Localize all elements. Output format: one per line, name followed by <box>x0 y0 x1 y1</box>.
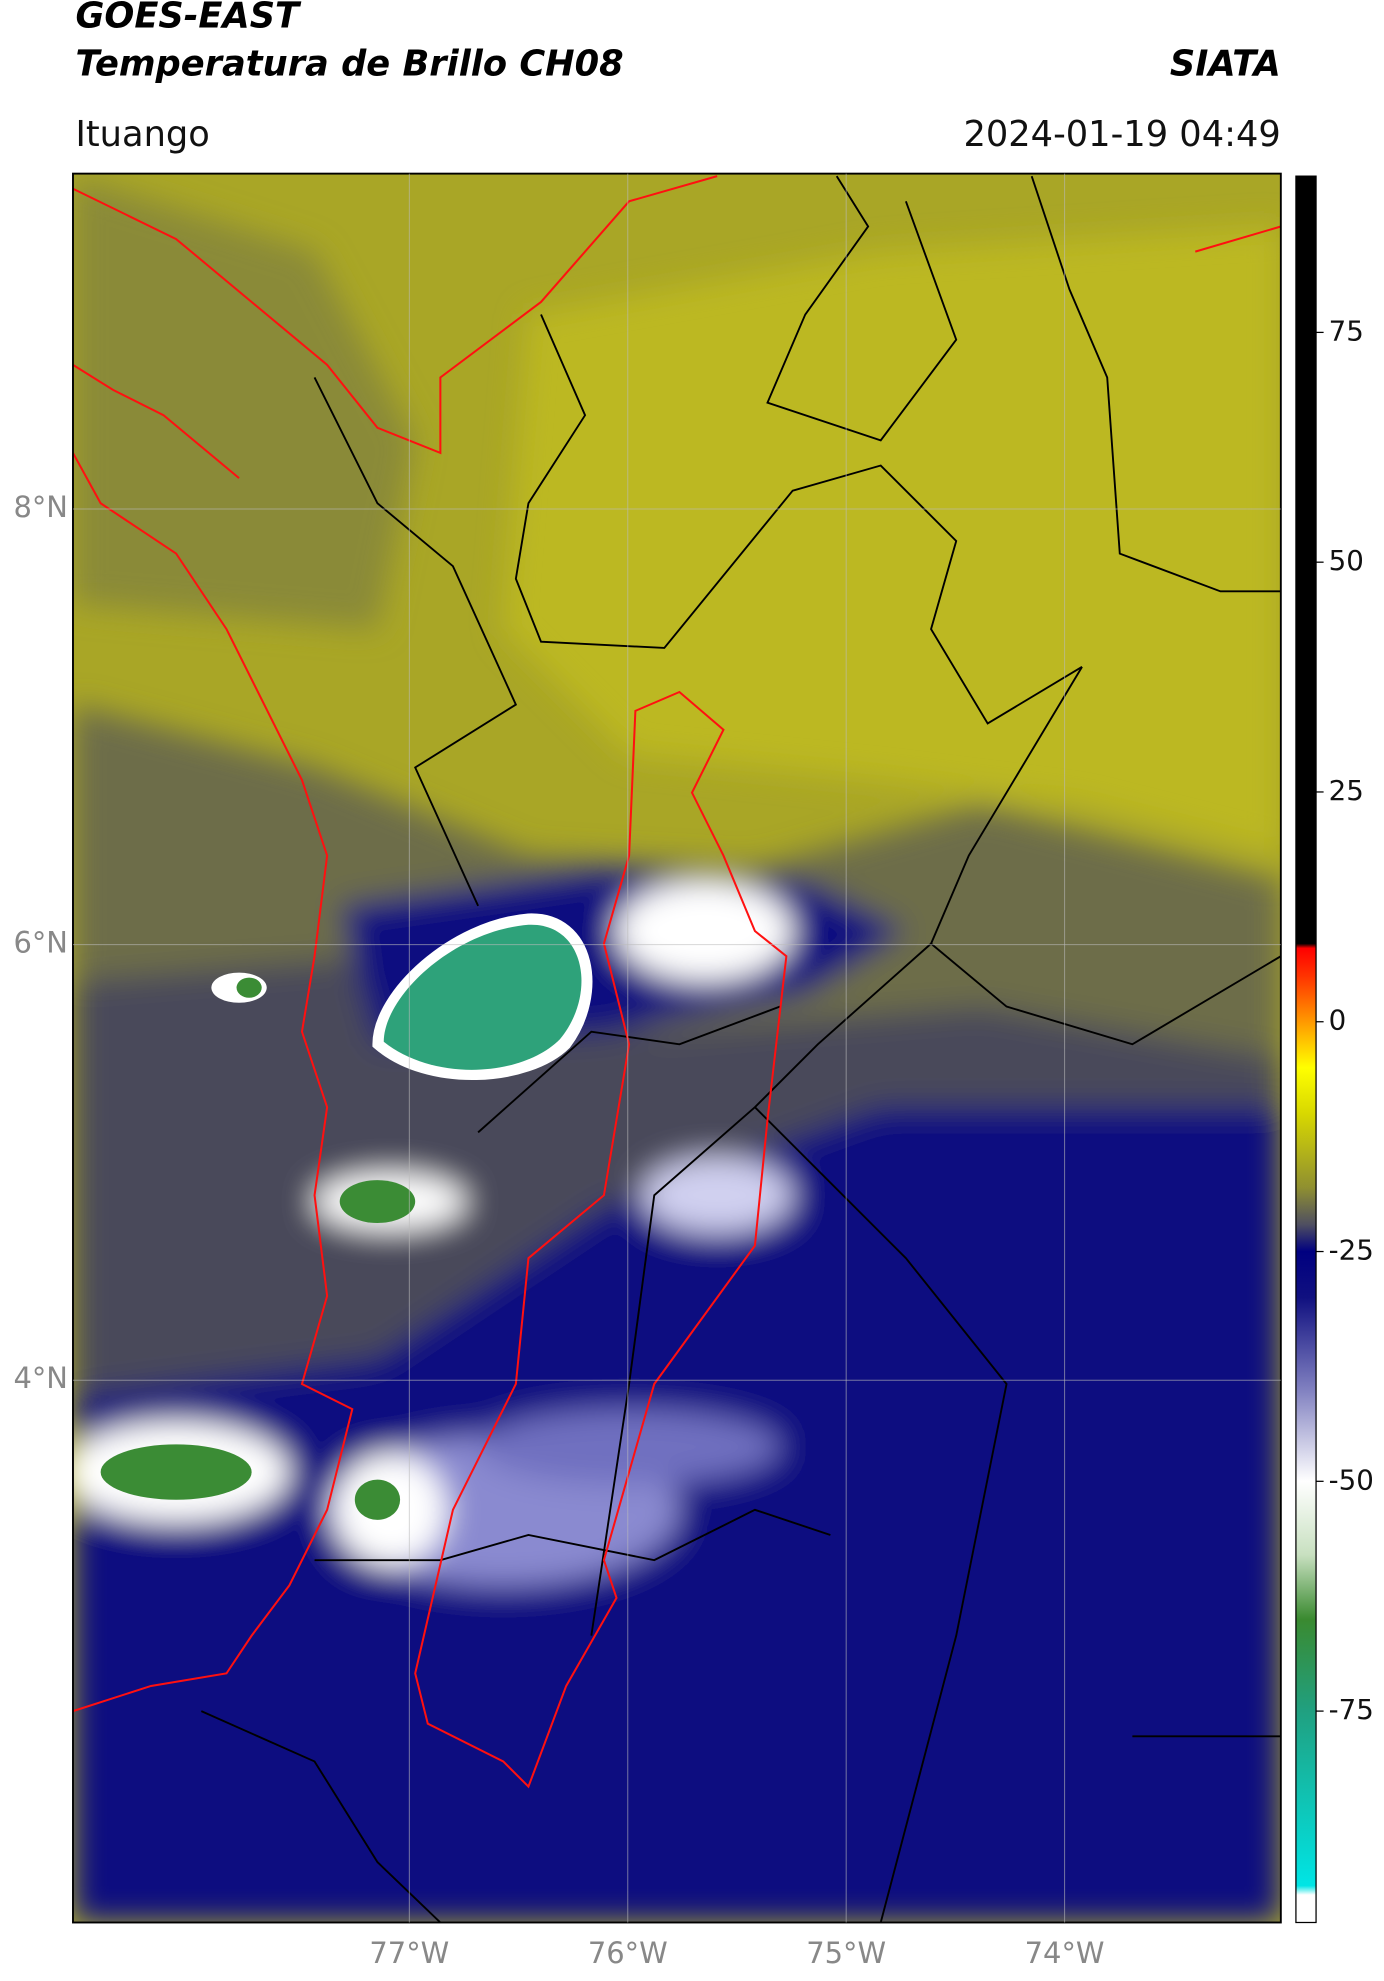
y-tick-label: 4°N <box>13 1361 68 1395</box>
datetime: 2024-01-19 04:49 <box>963 114 1280 155</box>
x-tick-label: 75°W <box>806 1936 886 1970</box>
title: GOES-EAST <box>75 0 302 37</box>
colorbar-tick-label: -25 <box>1329 1234 1374 1267</box>
colorbar <box>1295 175 1317 1924</box>
x-tick-label: 76°W <box>588 1936 668 1970</box>
source: SIATA <box>1170 43 1281 84</box>
x-tick-label: 77°W <box>369 1936 449 1970</box>
colorbar-tick-label: -75 <box>1329 1693 1374 1726</box>
colorbar-tick-label: 0 <box>1329 1004 1347 1037</box>
colorbar-tick-label: 50 <box>1329 544 1364 577</box>
x-tick-label: 74°W <box>1025 1936 1105 1970</box>
colorbar-tick-label: -50 <box>1329 1463 1374 1496</box>
y-tick-label: 8°N <box>13 490 68 524</box>
y-tick-label: 6°N <box>13 926 68 960</box>
colorbar-tick-label: 25 <box>1329 774 1364 807</box>
colorbar-tick-label: 75 <box>1329 314 1364 347</box>
map-frame <box>72 172 1282 1924</box>
satellite-image <box>72 173 1281 1923</box>
subtitle: Temperatura de Brillo CH08 <box>75 43 623 84</box>
location: Ituango <box>75 114 209 155</box>
